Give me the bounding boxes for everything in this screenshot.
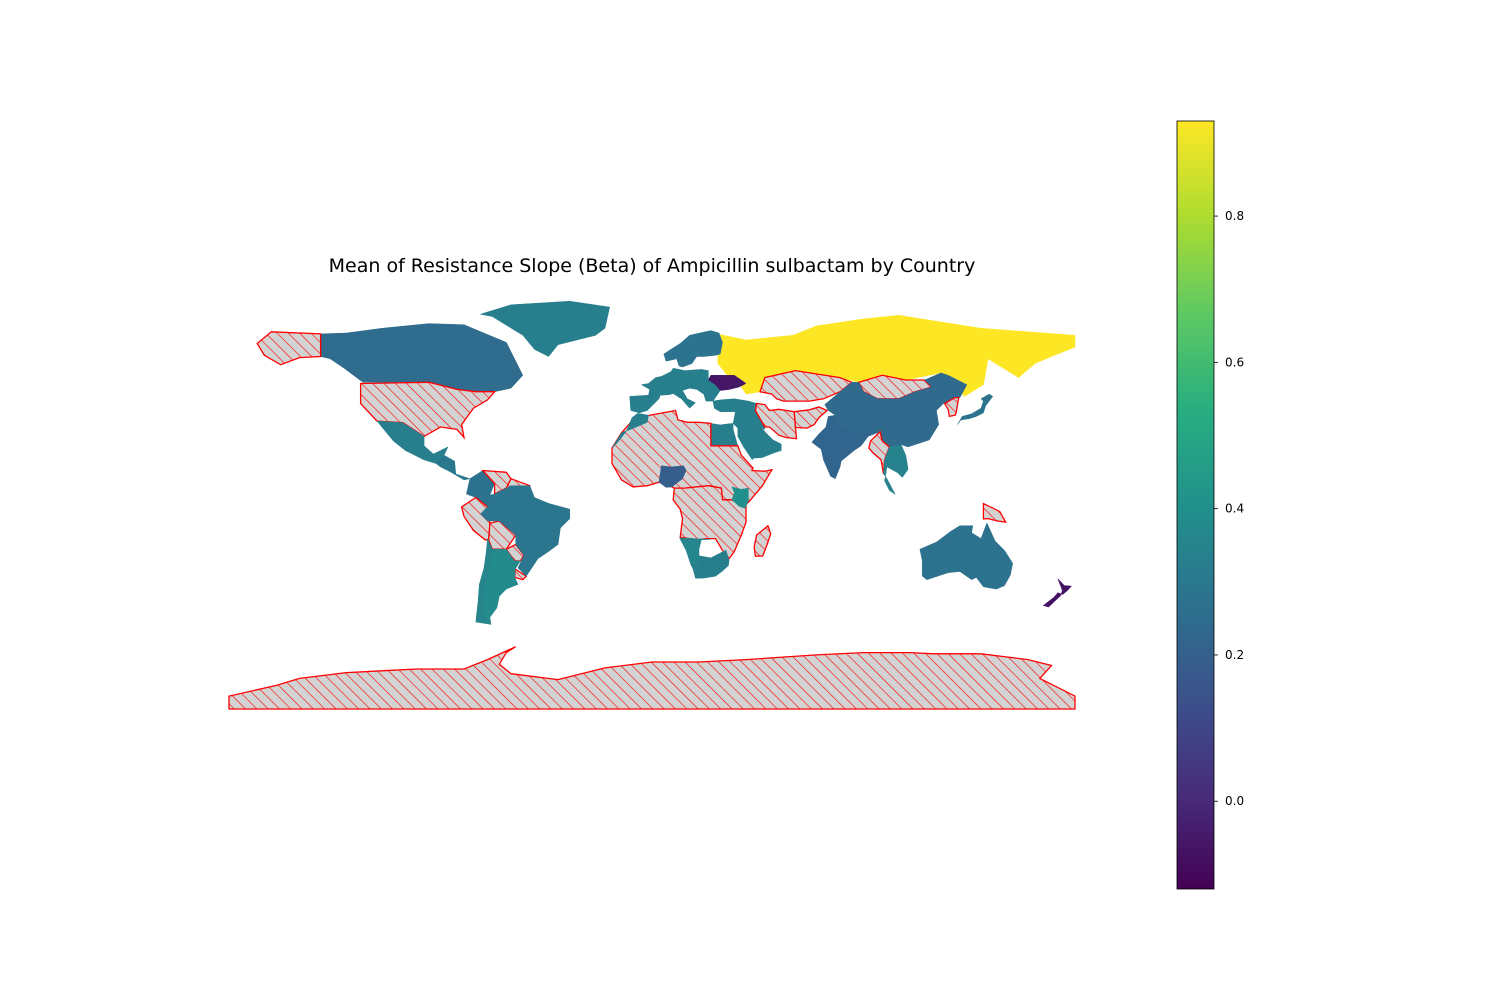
country-india [811,414,881,480]
country-western-europe [629,367,721,414]
country-ukraine [708,375,747,391]
country-egypt [710,423,739,447]
colorbar: 0.0 0.2 0.4 0.6 0.8 [1176,120,1244,890]
country-alaska [256,331,322,366]
colorbar-gradient [1176,120,1215,890]
country-morocco [611,413,649,449]
country-kazakhstan [759,369,854,402]
colorbar-tick-label: 0.2 [1225,648,1244,662]
country-central-africa [672,485,747,560]
country-turkey [712,398,757,412]
world-map [228,300,1076,710]
country-saudi-arabia [737,420,782,461]
country-korea [943,396,960,418]
colorbar-tick-label: 0.6 [1225,355,1244,369]
country-afghanistan [793,406,829,429]
colorbar-tick-label: 0.0 [1225,794,1244,808]
country-japan [957,393,994,425]
country-chile [475,537,493,625]
map-title: Mean of Resistance Slope (Beta) of Ampic… [329,255,976,277]
country-central-america [435,454,471,481]
country-kenya [731,486,749,509]
country-russia [717,315,1076,397]
country-nigeria [658,465,687,488]
colorbar-tick-label: 0.8 [1225,209,1244,223]
country-scandinavia [663,330,723,368]
country-greenland [480,300,611,357]
country-australia [919,522,1013,590]
colorbar-ticks: 0.0 0.2 0.4 0.6 0.8 [1214,209,1244,808]
country-brazil [480,485,571,577]
country-new-zealand [1042,578,1073,608]
country-namibia [679,537,711,565]
country-papua-new-guinea [982,502,1007,524]
country-madagascar [753,524,772,557]
country-antarctica [228,646,1076,710]
country-south-africa [690,549,730,579]
country-southeast-asia [883,444,909,495]
colorbar-tick-label: 0.4 [1225,502,1244,516]
